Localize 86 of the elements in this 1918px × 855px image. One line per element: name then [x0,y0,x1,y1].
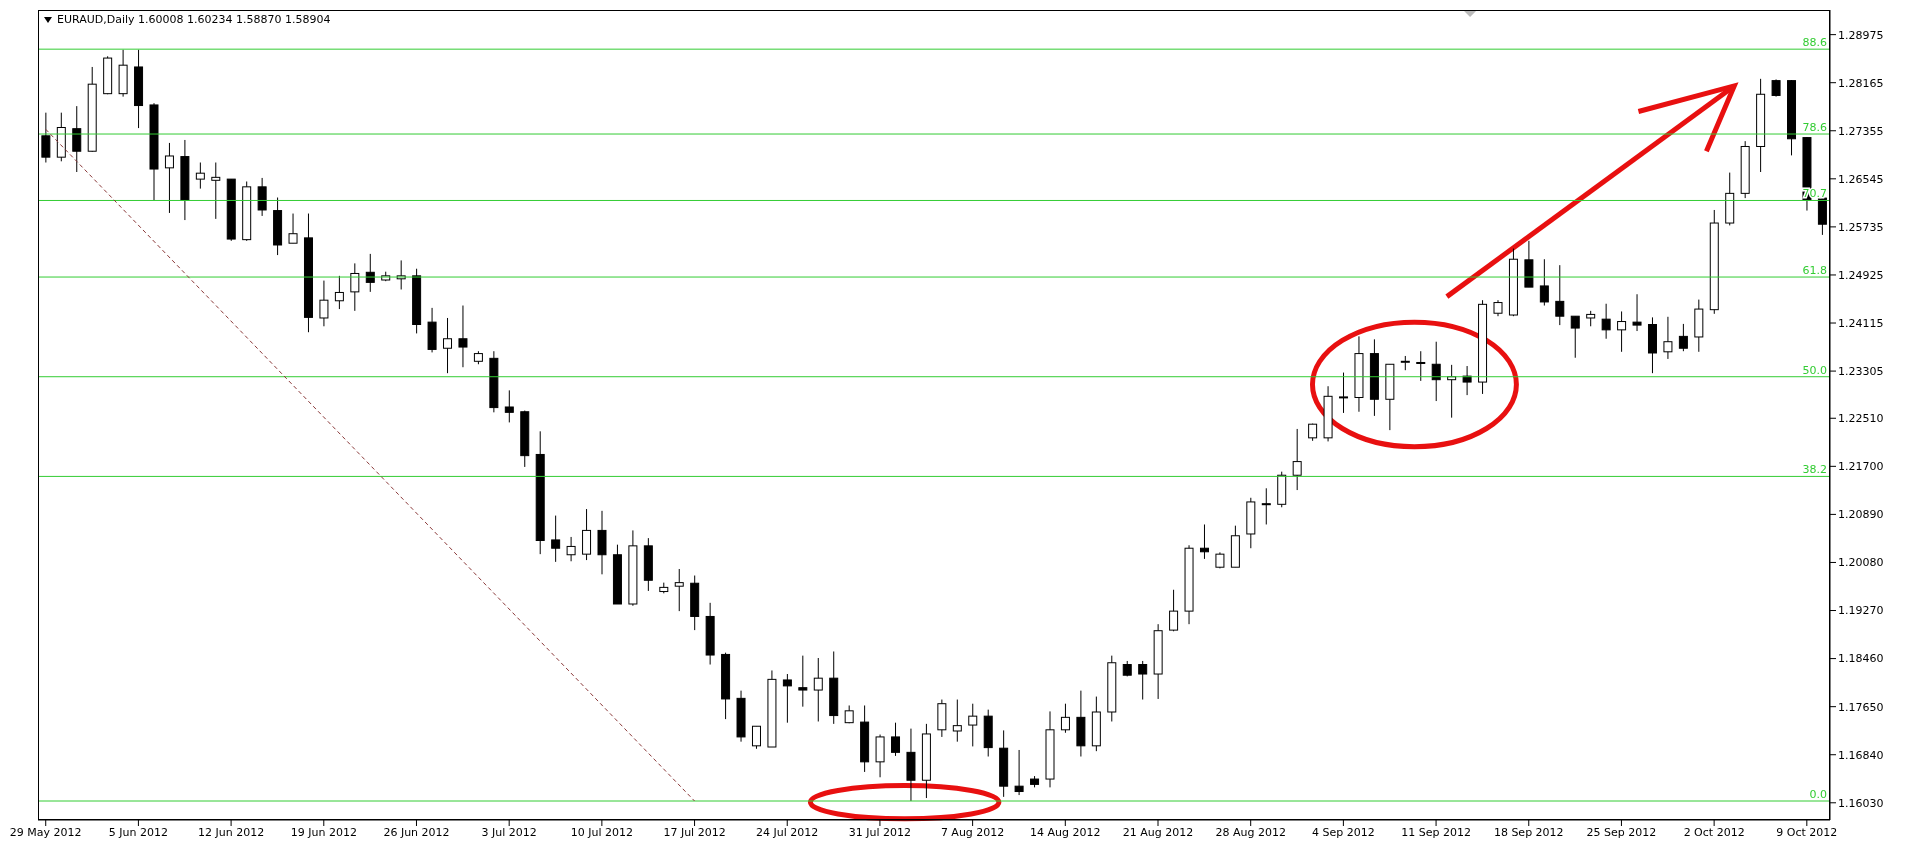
y-tick-label: 1.25735 [1838,220,1884,234]
x-tick-label: 11 Sep 2012 [1401,825,1471,839]
candlestick [1570,315,1580,359]
annotation: 78.6 [1802,121,1827,135]
candlestick [582,508,592,561]
candlestick [319,280,329,327]
x-tick-label: 3 Jul 2012 [481,825,537,839]
x-tick-label: 29 May 2012 [9,825,82,839]
x-tick-label: 2 Oct 2012 [1683,825,1745,839]
x-tick-label: 5 Jun 2012 [108,825,169,839]
candlestick [566,536,576,562]
candlestick [1431,341,1441,402]
x-tick-label: 25 Sep 2012 [1586,825,1657,839]
y-tick-label: 1.24115 [1838,316,1884,330]
candlestick [1617,310,1627,353]
candlestick [1138,660,1148,701]
y-tick-label: 1.26545 [1838,172,1884,186]
chart-title: EURAUD,Daily 1.60008 1.60234 1.58870 1.58904 [57,13,331,26]
candlestick [952,699,962,743]
candlestick [41,112,51,164]
candlestick [891,722,901,757]
x-tick-label: 17 Jul 2012 [663,825,726,839]
x-tick-label: 28 Aug 2012 [1215,825,1286,839]
annotation: 0.0 [1809,788,1827,802]
candlestick [798,655,808,708]
candlestick [164,142,174,214]
y-tick-label: 1.16840 [1838,748,1884,762]
candlestick [1555,264,1565,326]
y-tick-label: 1.23305 [1838,364,1884,378]
x-tick-label: 21 Aug 2012 [1122,825,1194,839]
annotation: 50.0 [1802,363,1827,377]
candlestick [350,262,360,312]
candlestick [1014,749,1024,796]
y-tick-label: 1.21700 [1838,460,1884,474]
candlestick [1261,487,1271,525]
y-tick-label: 1.28165 [1838,76,1884,90]
candlestick [334,275,344,310]
candlestick [257,177,267,217]
y-tick-label: 1.19270 [1838,604,1884,618]
x-tick-label: 12 Jun 2012 [198,825,265,839]
x-tick-label: 10 Jul 2012 [570,825,633,839]
candlestick [674,568,684,612]
candlestick [751,725,761,750]
annotation: 61.8 [1802,264,1827,278]
x-tick-label: 24 Jul 2012 [756,825,819,839]
candlestick [1060,703,1070,734]
candlestick [1199,523,1209,560]
y-tick-label: 1.28975 [1838,28,1884,42]
candlestick [968,703,978,747]
x-tick-label: 31 Jul 2012 [848,825,912,839]
candlestick [195,162,205,190]
candlestick [288,213,298,244]
candlestick [1169,589,1179,632]
y-tick-label: 1.16030 [1838,796,1884,810]
y-tick-label: 1.24925 [1838,268,1884,282]
candlestick [458,305,468,368]
y-tick-label: 1.27355 [1838,124,1884,138]
y-tick-label: 1.20080 [1838,556,1884,570]
x-tick-label: 18 Sep 2012 [1493,825,1564,839]
y-tick-label: 1.17650 [1838,700,1884,714]
candlestick [211,162,221,220]
candlestick [1601,303,1611,340]
annotation: 88.6 [1802,36,1827,50]
candlestick [504,389,514,423]
annotation: 38.2 [1802,463,1827,477]
candlestick [813,657,823,722]
x-tick-label: 19 Jun 2012 [290,825,357,839]
candlestick [1632,293,1642,332]
x-tick-label: 4 Sep 2012 [1312,825,1375,839]
y-tick-label: 1.20890 [1838,508,1884,522]
x-tick-label: 14 Aug 2012 [1030,825,1101,839]
candlestick [1339,372,1349,414]
y-tick-label: 1.18460 [1838,652,1884,666]
candlestick [1678,323,1688,352]
x-tick-label: 9 Oct 2012 [1776,825,1838,839]
x-tick-label: 26 Jun 2012 [383,825,450,839]
candlestick [1663,316,1673,360]
candlestick [1539,258,1549,307]
candlestick [782,673,792,724]
x-tick-label: 7 Aug 2012 [940,825,1005,839]
candlestick [1292,428,1302,491]
candlestick [443,317,453,374]
candlestick [1416,350,1426,382]
y-tick-label: 1.22510 [1838,412,1884,426]
candlestick [551,515,561,563]
candlestick [72,105,82,173]
